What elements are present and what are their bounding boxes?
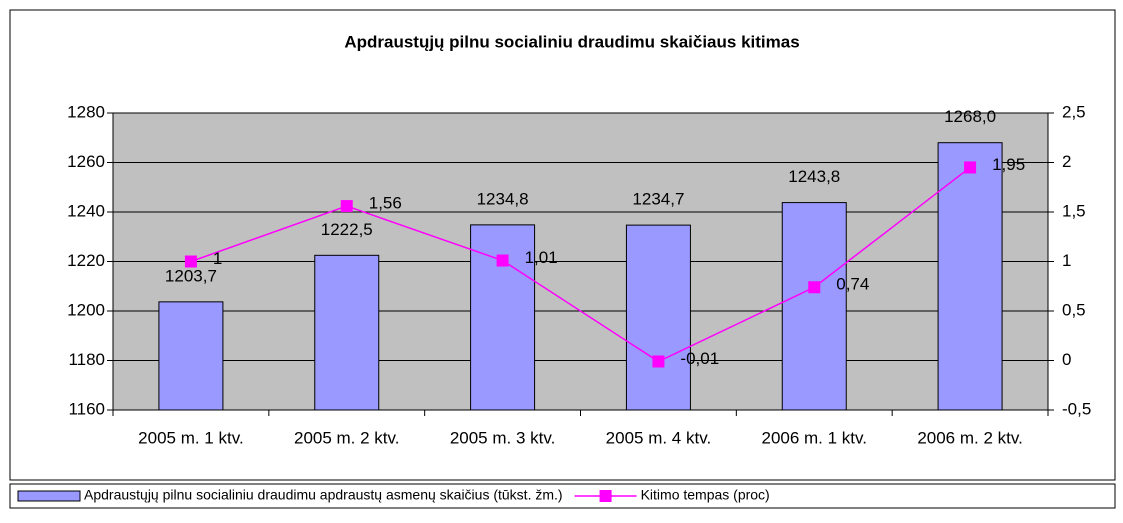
x-tick-label: 2005 m. 2 ktv. bbox=[294, 428, 400, 447]
legend-swatch-marker bbox=[599, 490, 612, 502]
y-tick-label: 1280 bbox=[67, 102, 105, 121]
line-marker bbox=[652, 355, 665, 368]
line-marker bbox=[496, 254, 509, 267]
line-value-label: 1,56 bbox=[369, 194, 402, 213]
y-tick-label: 1200 bbox=[67, 300, 105, 319]
x-tick-label: 2005 m. 1 ktv. bbox=[138, 428, 244, 447]
y-tick-label: 1180 bbox=[68, 350, 105, 369]
y-tick-label: 1260 bbox=[67, 152, 105, 171]
y-tick-label: 1240 bbox=[67, 201, 105, 220]
line-value-label: 1 bbox=[213, 249, 222, 268]
chart-title: Apdraustųjų pilnu socialiniu draudimu sk… bbox=[344, 32, 799, 51]
bar bbox=[937, 142, 1003, 411]
legend-label: Apdraustųjų pilnu socialiniu draudimu ap… bbox=[84, 487, 563, 503]
bar-value-label: 1243,8 bbox=[788, 167, 840, 186]
line-value-label: 0,74 bbox=[836, 275, 869, 294]
bar bbox=[781, 202, 847, 411]
y2-tick-label: -0,5 bbox=[1062, 399, 1091, 418]
line-value-label: -0,01 bbox=[680, 349, 719, 368]
line-value-label: 1,01 bbox=[525, 248, 558, 267]
line-marker bbox=[184, 255, 197, 268]
y2-tick-label: 0 bbox=[1062, 350, 1071, 369]
y2-tick-label: 1 bbox=[1062, 251, 1071, 270]
x-tick-label: 2005 m. 3 ktv. bbox=[450, 428, 556, 447]
bar-value-label: 1234,7 bbox=[632, 190, 684, 209]
legend-label: Kitimo tempas (proc) bbox=[641, 487, 770, 503]
y2-tick-label: 0,5 bbox=[1062, 300, 1086, 319]
x-tick-label: 2005 m. 4 ktv. bbox=[606, 428, 712, 447]
bar-value-label: 1234,8 bbox=[477, 189, 529, 208]
bar bbox=[314, 254, 380, 411]
line bbox=[190, 166, 971, 363]
bar bbox=[625, 224, 691, 411]
line-marker bbox=[340, 200, 353, 213]
line-marker bbox=[808, 281, 821, 294]
x-tick-label: 2006 m. 1 ktv. bbox=[761, 428, 867, 447]
y2-tick-label: 1,5 bbox=[1062, 201, 1086, 220]
bar-value-label: 1268,0 bbox=[944, 107, 996, 126]
y-tick-label: 1220 bbox=[67, 251, 105, 270]
line-value-label: 1,95 bbox=[992, 155, 1025, 174]
y2-tick-label: 2,5 bbox=[1062, 102, 1086, 121]
bar bbox=[158, 301, 224, 411]
legend-swatch bbox=[17, 490, 81, 502]
bar-value-label: 1222,5 bbox=[321, 220, 373, 239]
bar-value-label: 1203,7 bbox=[165, 266, 217, 285]
y-tick-label: 1160 bbox=[68, 399, 105, 418]
y2-tick-label: 2 bbox=[1062, 152, 1071, 171]
x-tick-label: 2006 m. 2 ktv. bbox=[917, 428, 1023, 447]
legend-box bbox=[9, 483, 1116, 509]
line-marker bbox=[964, 161, 977, 174]
